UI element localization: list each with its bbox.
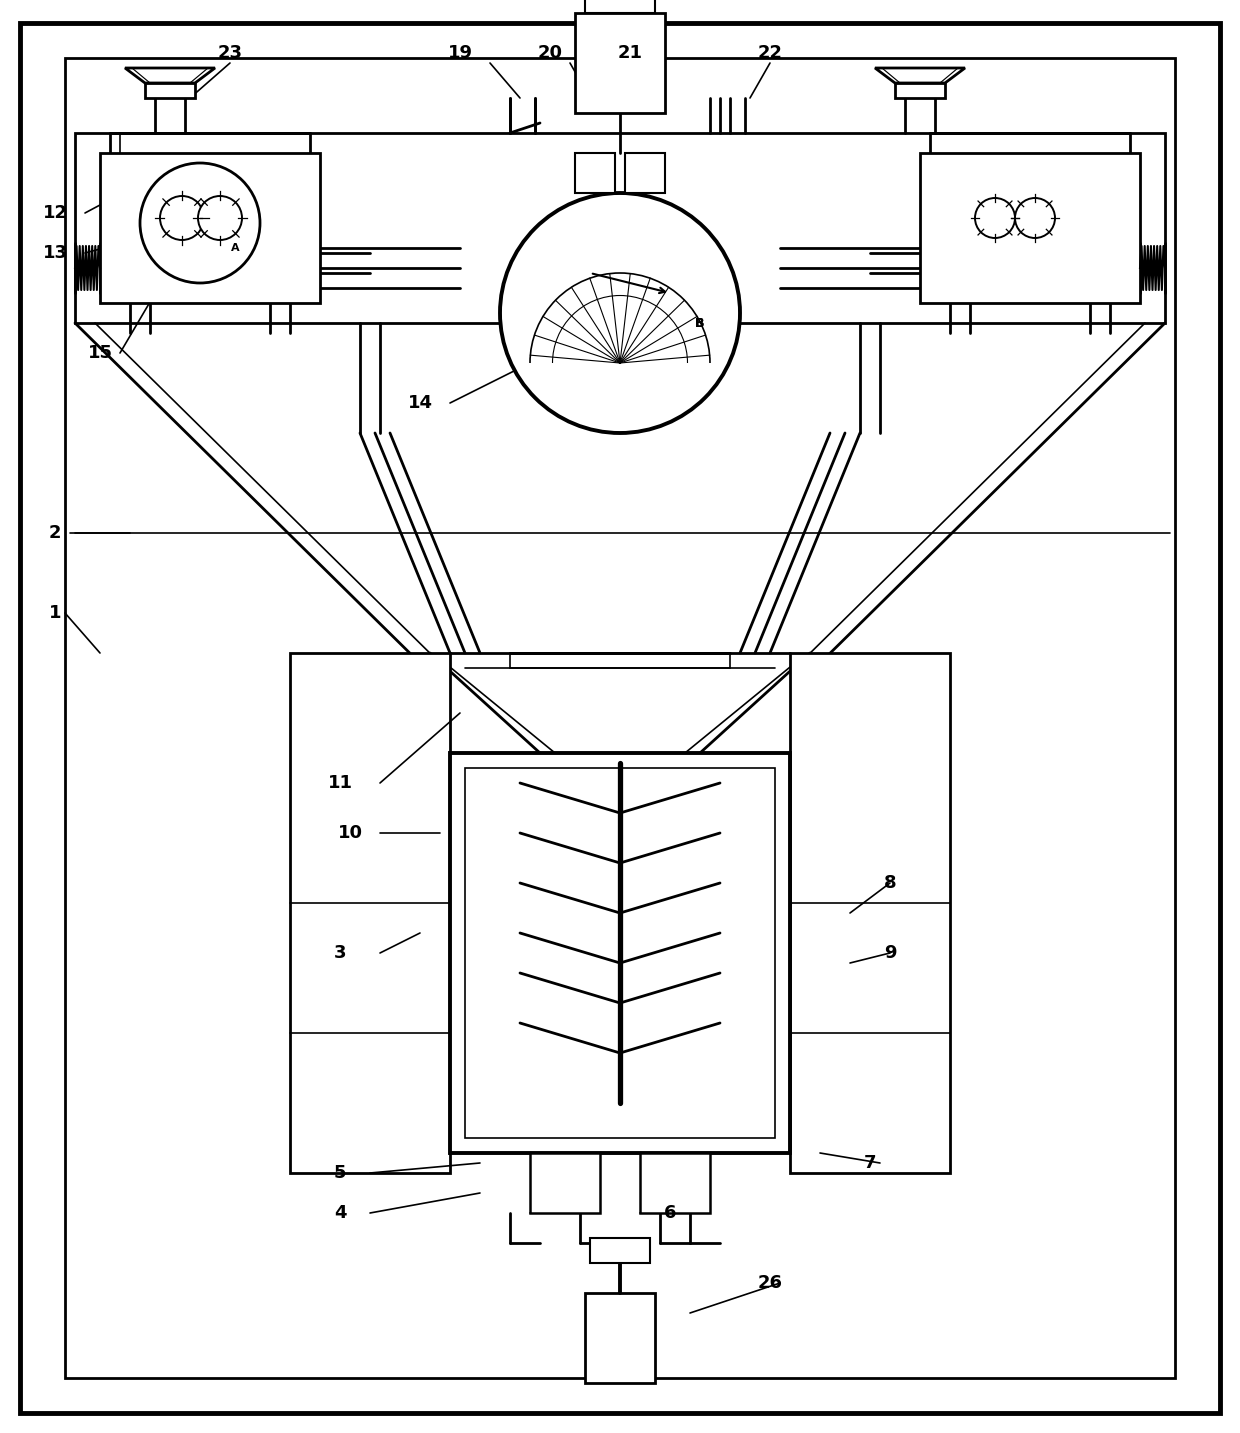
Circle shape bbox=[198, 196, 242, 239]
Circle shape bbox=[975, 198, 1016, 238]
Circle shape bbox=[140, 163, 260, 282]
Text: 4: 4 bbox=[334, 1204, 346, 1222]
Text: B: B bbox=[696, 317, 704, 330]
Text: 12: 12 bbox=[42, 203, 67, 222]
Bar bbox=[575, 153, 615, 193]
Circle shape bbox=[160, 196, 205, 239]
Text: 19: 19 bbox=[448, 44, 472, 62]
Text: 15: 15 bbox=[88, 344, 113, 363]
Bar bbox=[640, 1154, 711, 1212]
Bar bbox=[290, 653, 450, 1174]
Bar bbox=[64, 57, 1176, 1379]
Bar bbox=[145, 83, 195, 97]
Bar bbox=[510, 653, 730, 668]
Text: A: A bbox=[231, 244, 239, 254]
Bar bbox=[895, 83, 945, 97]
Text: B: B bbox=[696, 317, 704, 330]
Bar bbox=[585, 1293, 655, 1383]
Bar bbox=[625, 153, 665, 193]
Bar bbox=[585, 0, 655, 13]
Bar bbox=[450, 752, 790, 1154]
Bar bbox=[465, 768, 775, 1138]
Text: 9: 9 bbox=[884, 944, 897, 962]
Bar bbox=[790, 653, 950, 1174]
Text: 13: 13 bbox=[42, 244, 67, 262]
Text: 5: 5 bbox=[334, 1164, 346, 1182]
Text: 14: 14 bbox=[408, 394, 433, 413]
Bar bbox=[575, 13, 665, 113]
Text: 26: 26 bbox=[758, 1274, 782, 1293]
Circle shape bbox=[1016, 198, 1055, 238]
Bar bbox=[74, 133, 1166, 322]
Text: 6: 6 bbox=[663, 1204, 676, 1222]
Text: 21: 21 bbox=[618, 44, 642, 62]
Circle shape bbox=[500, 193, 740, 433]
Text: 1: 1 bbox=[48, 603, 61, 622]
Bar bbox=[100, 153, 320, 302]
Text: 23: 23 bbox=[217, 44, 243, 62]
Text: 7: 7 bbox=[864, 1154, 877, 1172]
Text: 2: 2 bbox=[48, 524, 61, 542]
Text: 20: 20 bbox=[537, 44, 563, 62]
Text: 8: 8 bbox=[884, 874, 897, 891]
Text: 22: 22 bbox=[758, 44, 782, 62]
Text: 11: 11 bbox=[327, 774, 352, 792]
Bar bbox=[590, 1238, 650, 1262]
Text: 10: 10 bbox=[337, 824, 362, 843]
Bar bbox=[529, 1154, 600, 1212]
Bar bbox=[920, 153, 1140, 302]
Text: 3: 3 bbox=[334, 944, 346, 962]
